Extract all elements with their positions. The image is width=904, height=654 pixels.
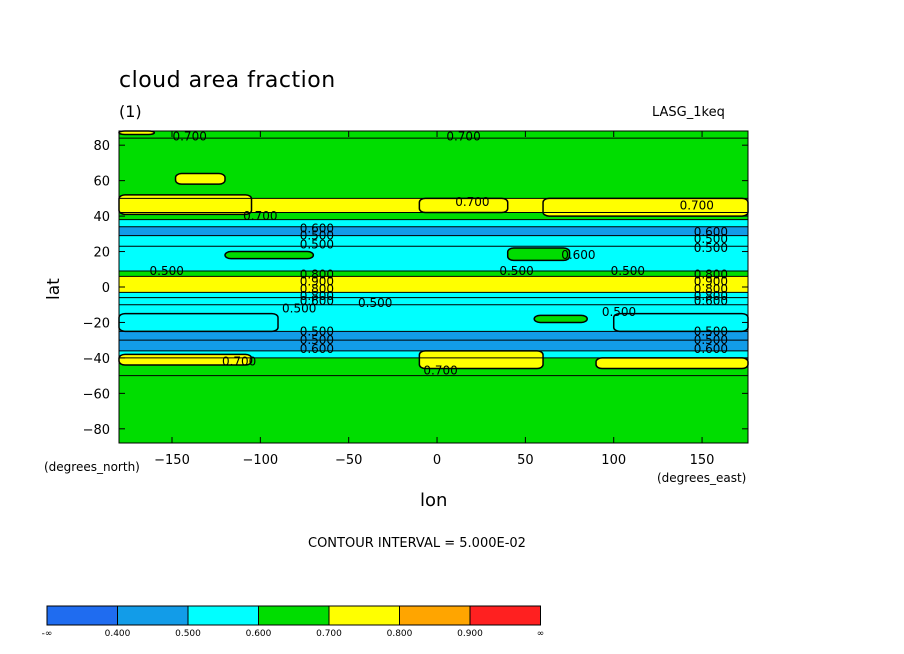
contour-label: 0.800 — [694, 268, 728, 282]
contour-label: 0.500 — [499, 264, 533, 278]
y-tick-label: −80 — [83, 423, 110, 438]
x-tick-label: −100 — [242, 453, 278, 468]
y-axis-units: (degrees_north) — [44, 460, 140, 474]
zonal-band — [119, 375, 748, 443]
contour-label: 0.500 — [150, 264, 184, 278]
dataset-label: LASG_1keq — [652, 105, 725, 120]
legend-swatch — [117, 605, 189, 626]
contour-label: 0.500 — [282, 301, 316, 315]
contour-label: 0.700 — [680, 198, 714, 212]
contour-label: 0.600 — [300, 222, 334, 236]
legend-swatch — [46, 605, 118, 626]
zonal-band — [119, 340, 748, 351]
y-tick-label: −60 — [83, 387, 110, 402]
contour-label: 0.500 — [300, 333, 334, 347]
contour-label: 0.500 — [694, 333, 728, 347]
contour-label: 0.600 — [300, 294, 334, 308]
y-tick-label: 60 — [93, 175, 110, 190]
chart-title: cloud area fraction — [119, 68, 336, 93]
contour-patch — [506, 247, 571, 262]
zonal-band — [119, 138, 748, 199]
zonal-band — [119, 271, 748, 277]
contour-label: 0.500 — [694, 241, 728, 255]
legend-label: -∞ — [42, 629, 53, 639]
legend-label: 0.600 — [246, 629, 272, 639]
contour-label: 0.500 — [694, 324, 728, 338]
zonal-band — [119, 292, 748, 298]
plot-fill-layer — [118, 130, 749, 443]
contour-patch — [224, 250, 315, 260]
x-tick-label: −150 — [154, 453, 190, 468]
contour-label: 0.500 — [694, 232, 728, 246]
contour-label: 0.700 — [446, 129, 480, 143]
zonal-band — [119, 331, 748, 341]
legend-label: 0.400 — [105, 629, 131, 639]
zonal-band — [119, 297, 748, 305]
contour-label: 0.500 — [300, 229, 334, 243]
contour-label: 0.700 — [172, 129, 206, 143]
contour-lines-layer — [119, 137, 748, 444]
contour-label: 0.800 — [300, 289, 334, 303]
x-tick-label: 0 — [433, 453, 441, 468]
zonal-band — [119, 246, 748, 272]
contour-label: 0.700 — [423, 363, 457, 377]
contour-label: 0.700 — [455, 195, 489, 209]
zonal-band — [119, 219, 748, 227]
contour-patch — [533, 314, 588, 324]
x-axis-label: lon — [420, 490, 448, 511]
legend-swatch — [328, 605, 400, 626]
legend-label: 0.900 — [457, 629, 483, 639]
contour-label: 0.500 — [611, 264, 645, 278]
legend-swatch — [258, 605, 330, 626]
contour-label: 0.500 — [602, 305, 636, 319]
y-tick-label: 40 — [93, 210, 110, 225]
zonal-band — [119, 131, 748, 139]
y-tick-label: −40 — [83, 352, 110, 367]
y-tick-label: −20 — [83, 316, 110, 331]
contour-label: 0.800 — [694, 289, 728, 303]
contour-label: 0.700 — [243, 209, 277, 223]
contour-label: 0.500 — [300, 324, 334, 338]
contour-label: 0.600 — [561, 248, 595, 262]
zonal-band — [119, 276, 748, 293]
contour-patch — [174, 172, 226, 185]
contour-label: 0.600 — [694, 342, 728, 356]
contour-label: 0.900 — [694, 275, 728, 289]
contour-label: 0.700 — [222, 354, 256, 368]
legend-swatch — [187, 605, 259, 626]
x-axis-units: (degrees_east) — [657, 471, 747, 485]
legend-label: 0.700 — [316, 629, 342, 639]
contour-label: 0.800 — [300, 268, 334, 282]
zonal-band — [119, 235, 748, 247]
chart-subtitle: (1) — [119, 102, 142, 121]
x-tick-label: 100 — [601, 453, 626, 468]
contour-label: 0.500 — [358, 296, 392, 310]
y-tick-label: 80 — [93, 139, 110, 154]
contour-label: 0.600 — [694, 294, 728, 308]
contour-label: 0.600 — [300, 342, 334, 356]
x-axis-ticks: −150 −100 −50 0 50 100 150 — [154, 131, 714, 468]
contour-label: 0.500 — [300, 237, 334, 251]
legend-label: 0.500 — [175, 629, 201, 639]
zonal-band — [119, 212, 748, 220]
x-tick-label: 50 — [517, 453, 534, 468]
x-tick-label: −50 — [335, 453, 362, 468]
zonal-band — [119, 226, 748, 236]
legend-swatch — [399, 605, 471, 626]
contour-label: 0.600 — [694, 225, 728, 239]
contour-label: 0.900 — [300, 275, 334, 289]
y-axis-ticks: 80 60 40 20 0 −20 −40 −60 −80 — [83, 139, 748, 438]
x-tick-label: 150 — [690, 453, 715, 468]
legend-label: 0.800 — [387, 629, 413, 639]
contour-label: 0.800 — [694, 282, 728, 296]
legend-swatch — [469, 605, 541, 626]
contour-label: 0.800 — [300, 282, 334, 296]
y-tick-label: 0 — [102, 281, 110, 296]
y-tick-label: 20 — [93, 246, 110, 261]
contour-interval-note: CONTOUR INTERVAL = 5.000E-02 — [308, 536, 526, 551]
legend-label: ∞ — [537, 629, 545, 639]
